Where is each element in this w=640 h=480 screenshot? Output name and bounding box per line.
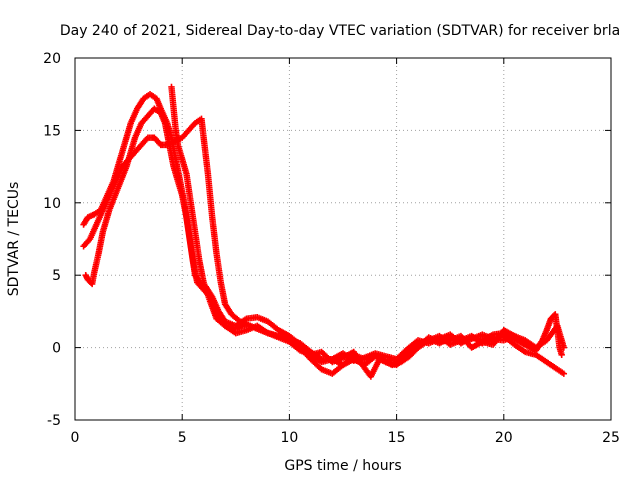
- x-tick-labels: 0 5 10 15 20 25: [71, 430, 620, 446]
- data-point-marker: [560, 344, 568, 351]
- y-tick-label: 0: [52, 341, 61, 357]
- y-tick-label: 20: [43, 51, 61, 67]
- y-tick-label: -5: [47, 413, 61, 429]
- plot-frame: [74, 57, 612, 421]
- x-tick-label: 0: [71, 430, 80, 446]
- x-axis-label: GPS time / hours: [284, 458, 401, 474]
- y-tick-label: 5: [52, 268, 61, 284]
- y-tick-label: 10: [43, 196, 61, 212]
- x-tick-label: 10: [280, 430, 298, 446]
- y-tick-label: 15: [43, 123, 61, 139]
- x-tick-label: 25: [602, 430, 620, 446]
- y-tick-labels: -5 0 5 10 15 20: [43, 51, 61, 429]
- x-tick-label: 15: [388, 430, 406, 446]
- y-axis-label: SDTVAR / TECUs: [6, 182, 22, 297]
- x-tick-label: 5: [178, 430, 187, 446]
- data-point-marker: [558, 351, 565, 359]
- axis-ticks: [74, 57, 612, 421]
- x-tick-label: 20: [495, 430, 513, 446]
- chart-title: Day 240 of 2021, Sidereal Day-to-day VTE…: [60, 23, 620, 39]
- grid-lines: [75, 58, 611, 420]
- data-point-marker: [560, 370, 568, 377]
- data-marks: [80, 83, 568, 380]
